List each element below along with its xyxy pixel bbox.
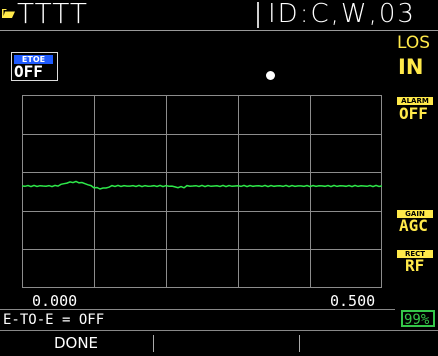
los-label: LOS (397, 33, 431, 53)
etoe-indicator: ETOE OFF (11, 52, 58, 81)
los-value: IN (398, 55, 424, 79)
softkey-divider (153, 335, 154, 352)
done-softkey[interactable]: DONE (53, 334, 99, 352)
alarm-badge: ALARM (397, 97, 433, 105)
waveform-display (22, 95, 382, 288)
waveform-trace (22, 180, 382, 190)
softkey-2[interactable] (154, 331, 298, 356)
battery-indicator: 99% (401, 310, 435, 327)
softkey-bar: DONE (0, 330, 438, 356)
gain-value: AGC (399, 216, 428, 235)
file-name: TTTT (17, 0, 88, 30)
softkey-3[interactable] (300, 331, 438, 356)
cursor-dot (266, 71, 275, 80)
status-text: E-TO-E = OFF (3, 312, 105, 328)
range-end-label: 0.500 (330, 292, 376, 310)
alarm-value: OFF (399, 104, 428, 123)
id-label: ID:C,W,03 (268, 0, 416, 29)
etoe-value: OFF (14, 62, 43, 81)
gain-badge: GAIN (397, 210, 433, 218)
rect-value: RF (405, 256, 425, 275)
status-line: E-TO-E = OFF (0, 309, 395, 329)
rect-badge: RECT (397, 250, 433, 258)
title-divider (257, 2, 259, 28)
etoe-badge-label: ETOE (14, 55, 53, 64)
folder-icon (2, 9, 15, 18)
softkey-divider (299, 335, 300, 352)
title-bar: TTTT ID:C,W,03 (0, 0, 438, 31)
range-start-label: 0.000 (32, 292, 78, 310)
waveform-grid (22, 95, 382, 288)
